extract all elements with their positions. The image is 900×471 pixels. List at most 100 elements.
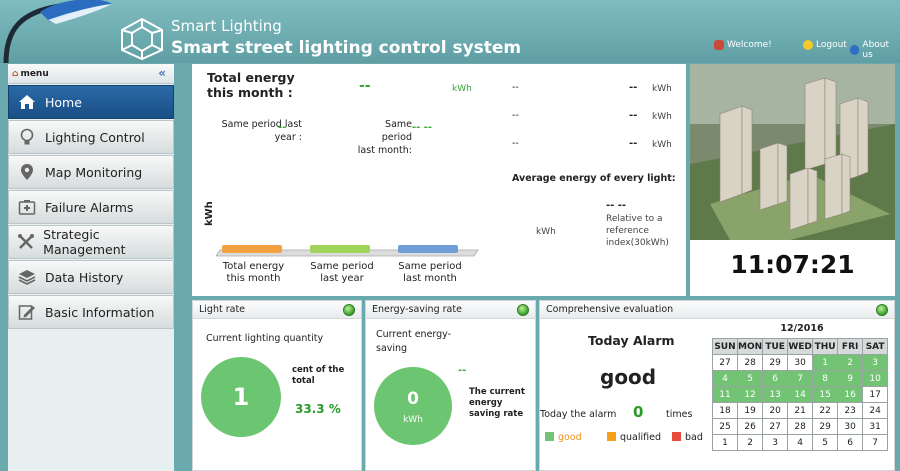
calendar-day[interactable]: 24 (862, 402, 889, 419)
bar-label-line2: this month (226, 273, 281, 284)
calendar-day[interactable]: 28 (736, 354, 764, 371)
energy-saving-title: Energy-saving rate (372, 304, 462, 315)
clock: 11:07:21 (730, 250, 855, 279)
sidebar-item-strategic-management[interactable]: Strategic Management (8, 225, 174, 259)
logout-link[interactable]: Logout (803, 40, 847, 50)
calendar-day[interactable]: 21 (787, 402, 814, 419)
about-link[interactable]: About us (850, 40, 900, 60)
energy-row-b: -- (629, 82, 638, 93)
city-aerial-image (690, 64, 895, 240)
status-dot-icon[interactable] (517, 304, 529, 316)
collapse-icon[interactable]: « (158, 66, 166, 80)
map-pin-icon (17, 162, 37, 182)
calendar-day[interactable]: 27 (712, 354, 738, 371)
calendar-day[interactable]: 26 (736, 418, 764, 435)
calendar-day[interactable]: 5 (736, 370, 764, 387)
calendar-day[interactable]: 4 (712, 370, 738, 387)
energy-bar-chart (215, 245, 479, 257)
calendar-day[interactable]: 19 (736, 402, 764, 419)
user-icon (714, 40, 724, 50)
bar-label-line1: Same period (398, 261, 462, 272)
status-dot-icon[interactable] (876, 304, 888, 316)
calendar-day[interactable]: 7 (787, 370, 814, 387)
sidebar-item-basic-information[interactable]: Basic Information (8, 295, 174, 329)
calendar-day[interactable]: 30 (837, 418, 864, 435)
calendar-day[interactable]: 3 (862, 354, 889, 371)
alarm-count-value: 0 (633, 403, 644, 421)
calendar-day[interactable]: 14 (787, 386, 814, 403)
calendar-day[interactable]: 2 (736, 434, 764, 451)
calendar-day[interactable]: 7 (862, 434, 889, 451)
sidebar-item-label: Basic Information (45, 304, 155, 320)
calendar-day[interactable]: 6 (837, 434, 864, 451)
energy-saving-circle: 0 kWh (374, 367, 452, 445)
calendar-day[interactable]: 5 (812, 434, 839, 451)
menu-header: ⌂ menu « (8, 64, 174, 84)
status-dot-icon[interactable] (343, 304, 355, 316)
lighting-quantity-label: Current lighting quantity (206, 333, 324, 344)
calendar-day[interactable]: 1 (712, 434, 738, 451)
calendar-weekday-row: SUN MON TUE WED THU FRI SAT (712, 338, 889, 355)
total-energy-unit: kWh (452, 84, 472, 94)
bar-same-period-last-year (310, 245, 370, 253)
sidebar-item-lighting-control[interactable]: Lighting Control (8, 120, 174, 154)
edit-icon (17, 302, 37, 322)
calendar-day[interactable]: 23 (837, 402, 864, 419)
evaluation-title: Comprehensive evaluation (546, 304, 674, 315)
calendar-day[interactable]: 18 (712, 402, 738, 419)
calendar-week-row: 4 5 6 7 8 9 10 (712, 370, 889, 387)
calendar-day[interactable]: 28 (787, 418, 814, 435)
calendar-day[interactable]: 11 (712, 386, 738, 403)
sidebar-item-home[interactable]: Home (8, 85, 174, 119)
calendar-day[interactable]: 31 (862, 418, 889, 435)
calendar-day[interactable]: 1 (812, 354, 839, 371)
calendar-day[interactable]: 30 (787, 354, 814, 371)
calendar-day[interactable]: 29 (762, 354, 789, 371)
welcome-link[interactable]: Welcome! (714, 40, 772, 50)
sidebar-item-failure-alarms[interactable]: Failure Alarms (8, 190, 174, 224)
calendar-day[interactable]: 6 (762, 370, 789, 387)
relative-index-label: Relative to a reference index(30kWh) (606, 214, 669, 248)
help-icon (850, 45, 860, 55)
logo-icon (121, 17, 163, 61)
sidebar-item-label: Failure Alarms (45, 199, 134, 215)
alarm-count-label: Today the alarm (540, 409, 617, 420)
calendar-day[interactable]: 3 (762, 434, 789, 451)
calendar-day[interactable]: 9 (837, 370, 864, 387)
calendar-day[interactable]: 13 (762, 386, 789, 403)
calendar-day[interactable]: 17 (862, 386, 889, 403)
header: Smart Lighting Smart street lighting con… (0, 0, 900, 63)
lighting-quantity-value: 1 (201, 357, 281, 437)
legend-bad-swatch (672, 432, 681, 441)
legend-good-label: good (558, 432, 582, 443)
sidebar-item-map-monitoring[interactable]: Map Monitoring (8, 155, 174, 189)
percent-label: cent of the total (292, 365, 345, 386)
calendar-day[interactable]: 16 (837, 386, 864, 403)
calendar-day[interactable]: 8 (812, 370, 839, 387)
calendar-day[interactable]: 12 (736, 386, 764, 403)
calendar-day[interactable]: 29 (812, 418, 839, 435)
first-aid-icon (17, 197, 37, 217)
bar-same-period-last-month (398, 245, 458, 253)
calendar-day[interactable]: 20 (762, 402, 789, 419)
bulb-icon (17, 127, 37, 147)
weekday-thu: THU (812, 338, 839, 355)
calendar-day[interactable]: 10 (862, 370, 889, 387)
calendar-day[interactable]: 2 (837, 354, 864, 371)
average-energy-unit: kWh (536, 227, 556, 237)
calendar: SUN MON TUE WED THU FRI SAT 27 28 29 30 1 2 3 4… (712, 338, 889, 451)
calendar-day[interactable]: 27 (762, 418, 789, 435)
energy-row-b: -- (629, 138, 638, 149)
calendar-day[interactable]: 15 (812, 386, 839, 403)
sidebar-item-label: Home (45, 94, 82, 110)
saving-rate-value: -- (458, 365, 467, 376)
calendar-day[interactable]: 25 (712, 418, 738, 435)
calendar-day[interactable]: 22 (812, 402, 839, 419)
street-lamp-icon (3, 0, 112, 63)
calendar-day[interactable]: 4 (787, 434, 814, 451)
legend-bad-label: bad (685, 432, 703, 443)
same-month-label-line1: Same period (381, 119, 412, 143)
sidebar-item-data-history[interactable]: Data History (8, 260, 174, 294)
weekday-fri: FRI (837, 338, 864, 355)
calendar-title: 12/2016 (780, 323, 824, 334)
